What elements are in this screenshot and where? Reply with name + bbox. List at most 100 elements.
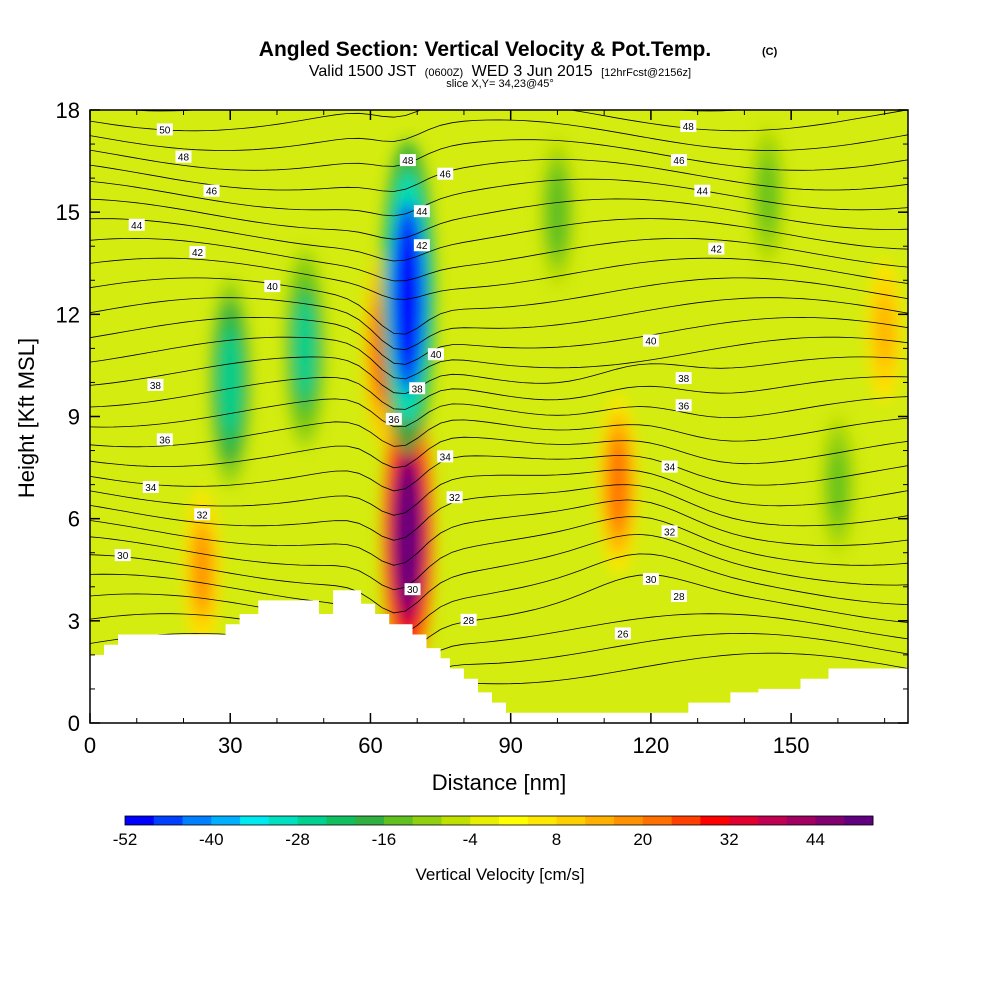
x-tick-label: 90 (498, 733, 522, 758)
isentrope-label: 28 (670, 589, 687, 603)
y-tick-label: 9 (68, 405, 80, 430)
isentrope-label: 26 (614, 627, 631, 640)
x-axis-label: Distance [nm] (432, 770, 567, 795)
isentrope-line (90, 110, 908, 132)
isentrope-label: 34 (142, 481, 159, 494)
isentrope-label: 34 (437, 450, 454, 463)
colorbar-tick-label: 32 (720, 830, 739, 849)
isentrope-label: 28 (460, 613, 477, 627)
isentrope-label-text: 36 (159, 435, 171, 446)
y-tick-label: 18 (56, 98, 80, 123)
isentrope-label-bg (427, 348, 444, 361)
downdraft-cell (829, 449, 847, 521)
isentrope-label-text: 28 (463, 616, 475, 627)
isentrope-label-bg (189, 246, 206, 259)
isentrope-label-bg (437, 450, 454, 463)
x-tick-label: 30 (218, 733, 242, 758)
isentrope-label-text: 48 (178, 153, 190, 164)
isentrope-label: 36 (156, 433, 173, 446)
colorbar-swatch (326, 816, 356, 825)
isentrope-line (90, 218, 908, 262)
x-tick-label: 60 (358, 733, 382, 758)
colorbar-swatch (470, 816, 500, 825)
isentrope-label-text: 30 (645, 575, 657, 586)
colorbar-swatch (729, 816, 759, 825)
colorbar-swatch (268, 816, 299, 825)
isentrope-line (90, 198, 908, 240)
isentrope-line (90, 158, 908, 192)
colorbar-tick-label: 44 (806, 830, 825, 849)
isentrope-label: 32 (446, 491, 463, 504)
isentrope-label-text: 46 (206, 187, 218, 198)
isentrope-label-text: 48 (402, 156, 414, 167)
colorbar-swatch (211, 816, 241, 825)
colorbar-swatch (786, 816, 816, 825)
colorbar-swatch (527, 816, 557, 825)
isentrope-label-bg (661, 525, 678, 538)
isentrope-label: 44 (694, 184, 711, 198)
isentrope-label-bg (642, 572, 659, 585)
isentrope-line (90, 297, 908, 351)
x-tick-label: 0 (84, 733, 96, 758)
colorbar-swatch (355, 816, 385, 825)
isentrope-label: 42 (413, 239, 430, 252)
isentrope-label-bg (385, 412, 402, 425)
y-tick-label: 15 (56, 200, 80, 225)
isentrope-label-text: 38 (412, 384, 424, 395)
isentrope-line (90, 277, 908, 335)
isentrope-label-text: 34 (440, 452, 452, 463)
isentrope-label: 48 (399, 154, 416, 167)
downdraft-cell (394, 220, 422, 375)
isentrope-label-bg (114, 549, 131, 562)
isentrope-label-bg (404, 583, 421, 596)
x-tick-label: 120 (633, 733, 670, 758)
isentrope-label-text: 44 (697, 187, 709, 198)
isentrope-line (90, 178, 908, 217)
isentrope-label-text: 32 (449, 493, 461, 504)
isentrope-label-text: 36 (388, 415, 400, 426)
isentrope-label-bg (661, 460, 678, 473)
isentrope-label-text: 28 (673, 592, 685, 603)
isentrope-line (90, 553, 908, 636)
colorbar-swatch (844, 816, 874, 825)
downdraft-cell (219, 331, 241, 434)
isentrope-label-bg (128, 218, 145, 231)
isentrope-label-bg (675, 372, 692, 385)
isentrope-label: 44 (413, 205, 430, 218)
colorbar-swatch (297, 816, 327, 825)
plot-area: 50 48 46 44 42 40 38 36 34 32 30 48 46 44 42 40 38 36 34 32… (90, 110, 908, 723)
isentrope-label: 30 (404, 583, 421, 596)
isentrope-label: 44 (128, 218, 145, 232)
isentrope-line (90, 376, 908, 410)
isentrope-label-text: 46 (440, 170, 452, 181)
isentrope-line (90, 396, 908, 428)
terrain-mask (90, 590, 908, 723)
isentrope-line (90, 436, 908, 469)
colorbar-tick-label: -40 (199, 830, 224, 849)
isentrope-line (90, 257, 908, 300)
colorbar-swatch (412, 816, 442, 825)
downdraft-cell (759, 159, 777, 231)
colorbar-label: Vertical Velocity [cm/s] (415, 865, 584, 884)
isentrope-label: 46 (670, 154, 687, 167)
isentrope-label: 36 (675, 399, 692, 412)
isentrope-line (90, 469, 908, 516)
colorbar-frame (124, 815, 874, 826)
isentrope-line (90, 533, 908, 614)
colorbar: -52 -40 -28 -16 -4 8 20 32 44 (113, 815, 874, 849)
isentrope-label: 34 (661, 460, 678, 474)
isentrope-label: 42 (708, 242, 725, 256)
isentrope-line (90, 613, 908, 673)
colorbar-swatch (671, 816, 701, 825)
isentrope-label-text: 38 (150, 381, 162, 392)
isentrope-label: 48 (680, 120, 697, 133)
isentrope-line (90, 316, 908, 365)
isentrope-label-bg (409, 382, 426, 395)
isentrope-label: 30 (114, 549, 131, 562)
isentrope-line (90, 119, 908, 151)
colorbar-swatch (700, 816, 730, 825)
chart-title: Angled Section: Vertical Velocity & Pot.… (259, 38, 711, 61)
colorbar-swatch (614, 816, 644, 825)
